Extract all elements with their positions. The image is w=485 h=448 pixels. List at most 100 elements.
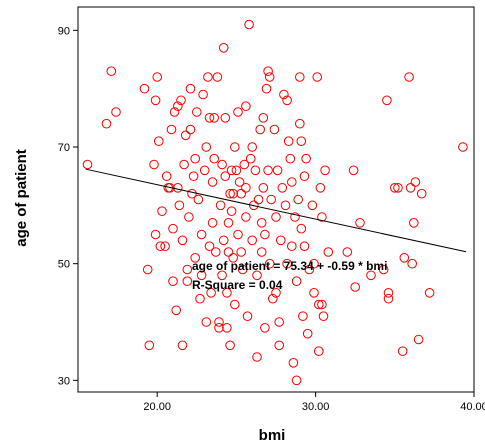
data-point: [204, 241, 215, 251]
data-point: [263, 165, 273, 176]
data-point: [204, 113, 215, 123]
data-point: [173, 101, 183, 111]
data-point: [314, 299, 324, 310]
data-point: [307, 200, 318, 211]
data-point: [222, 288, 232, 298]
data-point: [214, 317, 224, 327]
data-point: [230, 299, 240, 310]
data-point: [165, 183, 175, 193]
data-point: [416, 188, 427, 199]
data-point: [236, 247, 246, 257]
data-point: [280, 200, 291, 211]
data-point: [225, 188, 235, 199]
data-point: [237, 264, 248, 275]
data-point: [187, 188, 197, 199]
x-tick-label: 20.00: [143, 401, 171, 413]
data-point: [233, 229, 243, 240]
data-point: [201, 142, 212, 152]
data-point: [211, 247, 221, 257]
data-point: [383, 293, 394, 304]
data-point: [190, 153, 200, 164]
data-point: [82, 159, 93, 170]
data-point: [252, 270, 262, 281]
data-point: [287, 241, 297, 251]
data-point: [144, 340, 155, 351]
data-point: [234, 177, 245, 187]
data-point: [397, 346, 408, 357]
data-point: [320, 165, 330, 176]
data-point: [342, 247, 353, 257]
data-point: [253, 194, 264, 205]
data-point: [220, 171, 231, 181]
data-point: [383, 288, 394, 298]
data-point: [260, 323, 270, 333]
data-point: [199, 165, 210, 176]
data-point: [168, 276, 178, 287]
data-point: [287, 177, 297, 187]
data-point: [209, 113, 219, 123]
data-point: [304, 264, 315, 275]
data-point: [241, 101, 251, 111]
x-tick-label: 30.00: [302, 401, 330, 413]
data-point: [296, 223, 307, 234]
data-point: [348, 165, 359, 176]
data-point: [424, 288, 435, 298]
data-point: [150, 95, 161, 106]
data-point: [241, 183, 251, 193]
data-point: [182, 264, 193, 275]
data-point: [264, 72, 275, 82]
data-point: [231, 165, 242, 176]
y-axis-title: age of patient: [13, 149, 30, 247]
data-point: [283, 136, 294, 146]
data-point: [198, 89, 208, 100]
y-tick-label: 30: [58, 375, 70, 387]
data-point: [323, 247, 334, 257]
data-point: [168, 223, 178, 234]
y-tick-label: 70: [58, 142, 70, 154]
data-point: [207, 177, 218, 187]
data-point: [180, 130, 191, 141]
data-point: [196, 270, 207, 281]
data-point: [350, 282, 361, 292]
data-point: [247, 142, 257, 152]
data-point: [390, 183, 400, 193]
data-point: [185, 83, 196, 94]
data-point: [196, 229, 207, 240]
x-axis-title: bmi: [259, 427, 286, 444]
data-point: [179, 159, 189, 170]
data-point: [295, 72, 305, 82]
data-point: [220, 113, 231, 123]
data-point: [239, 159, 250, 170]
data-point: [277, 183, 288, 193]
data-point: [106, 66, 117, 76]
data-point: [299, 241, 310, 251]
data-point: [222, 323, 232, 333]
data-point: [182, 276, 193, 287]
data-point: [382, 95, 392, 106]
data-point: [295, 118, 305, 129]
data-point: [309, 288, 319, 298]
data-point: [271, 212, 281, 222]
data-point: [228, 252, 238, 263]
data-point: [236, 188, 246, 199]
y-axis-ticks: 30 50 70 90: [58, 25, 78, 387]
data-point: [290, 212, 300, 222]
data-point: [404, 72, 414, 82]
data-point: [309, 258, 319, 269]
data-point: [152, 72, 162, 82]
data-point: [247, 235, 257, 246]
regression-equation-label: age of patient = 75.34 + -0.59 * bmi: [192, 259, 387, 273]
data-point: [174, 200, 185, 211]
data-point: [263, 66, 273, 76]
data-point: [166, 124, 177, 135]
data-point: [241, 212, 251, 222]
data-point: [203, 72, 213, 82]
data-point: [218, 235, 229, 246]
data-point: [378, 264, 389, 275]
data-point: [317, 299, 327, 310]
data-point: [249, 200, 259, 211]
data-point: [279, 89, 289, 100]
y-tick-label: 90: [58, 25, 70, 37]
data-point: [195, 293, 205, 304]
